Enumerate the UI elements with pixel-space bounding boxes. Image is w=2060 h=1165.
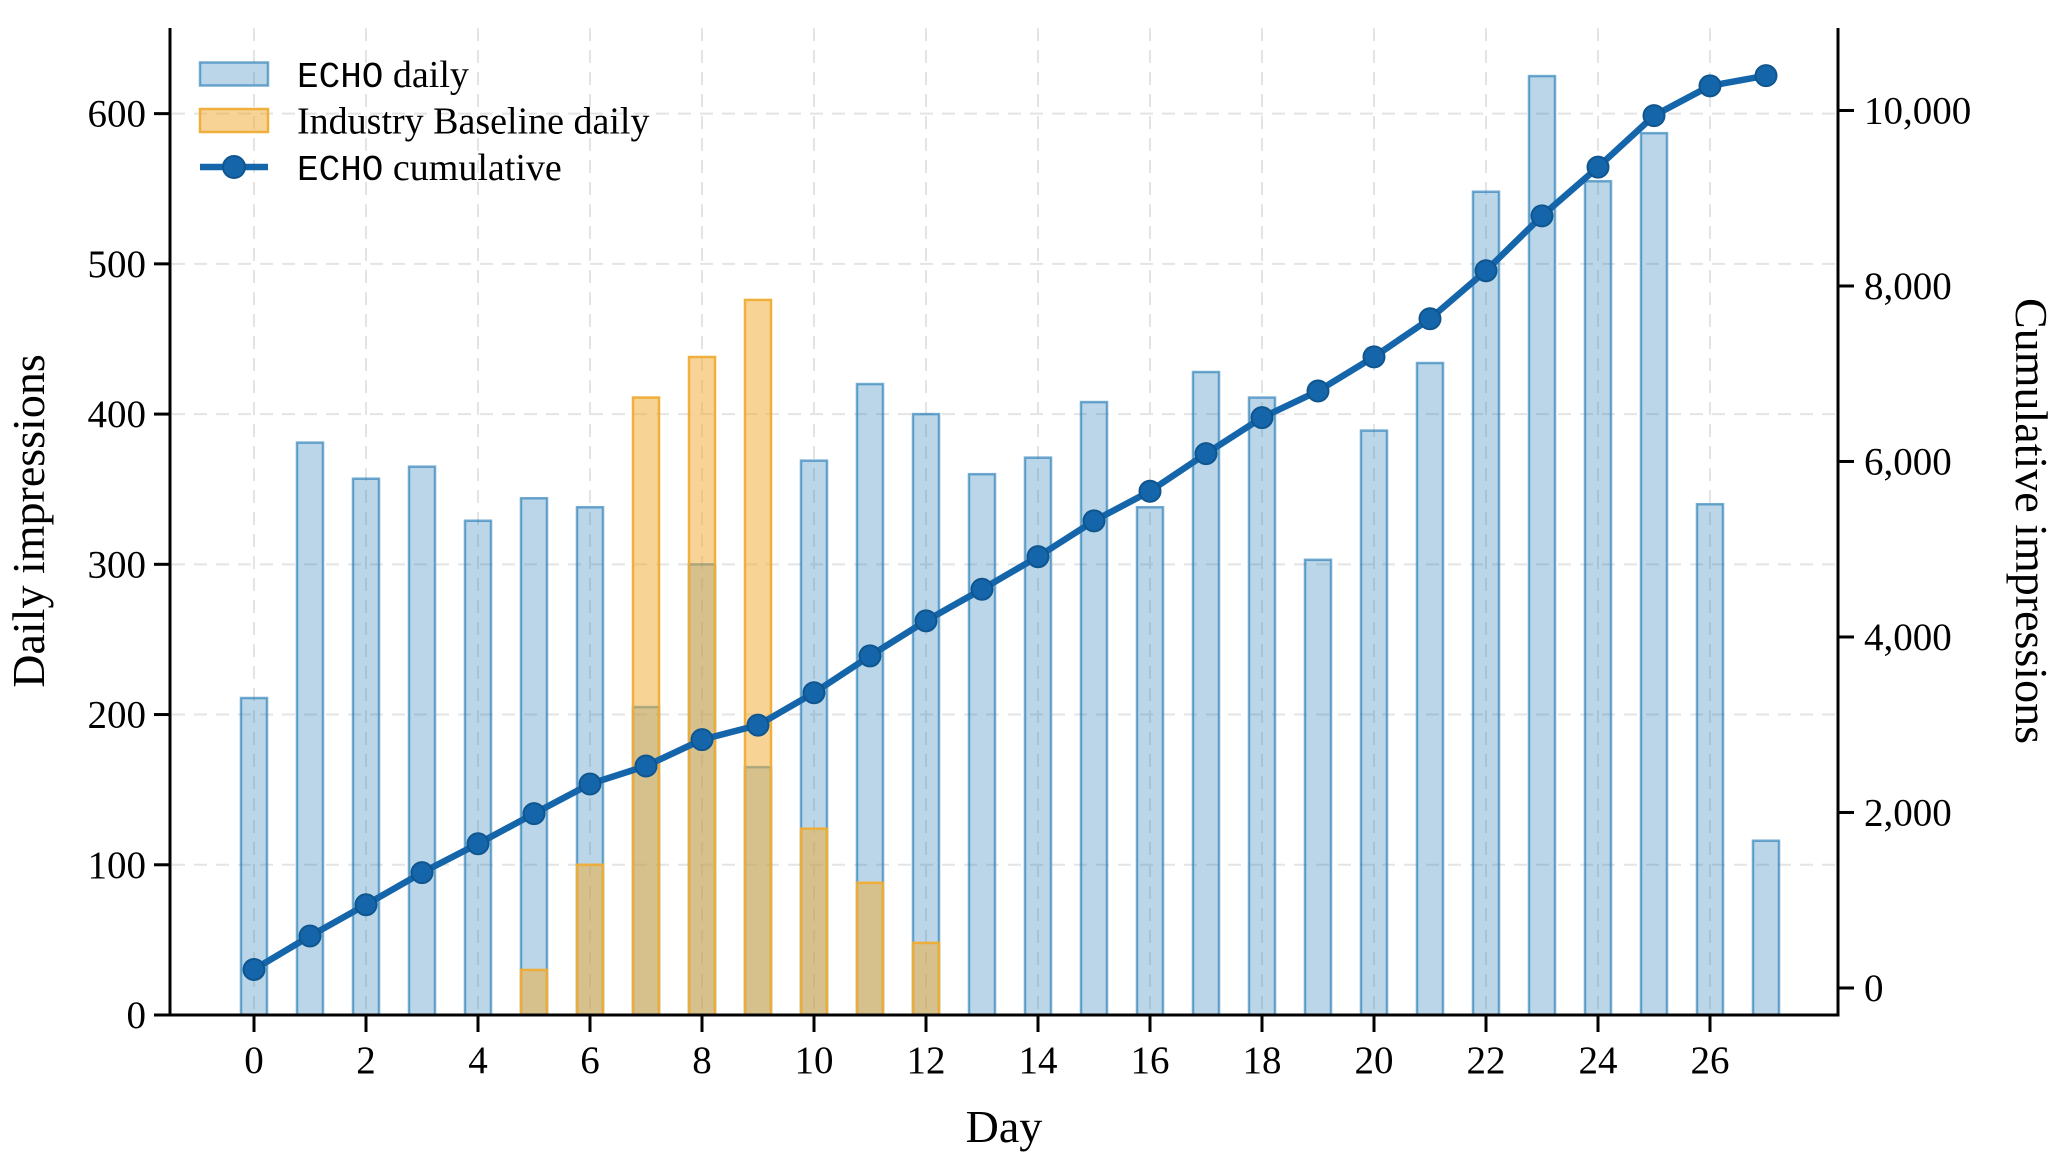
cumulative-point [1082,509,1106,533]
left-tick-label: 100 [88,844,147,887]
legend-label: ECHO daily [297,54,469,98]
left-tick-label: 300 [88,543,147,586]
echo-daily-bar [967,472,997,1017]
echo-daily-bar [1751,839,1781,1017]
left-tick-label: 600 [88,93,147,136]
baseline-daily-bar [687,355,717,1017]
cumulative-point [1138,479,1162,503]
baseline-daily-bar [855,881,885,1017]
echo-daily-bar [1471,190,1501,1017]
echo-daily-bar [1583,179,1613,1017]
right-tick-label: 2,000 [1864,791,1952,834]
cumulative-point [242,957,266,981]
echo-daily-bar [1639,131,1669,1017]
cumulative-point [1418,307,1442,331]
right-tick-label: 4,000 [1864,616,1952,659]
echo-daily-bar [1695,502,1725,1017]
left-tick-label: 0 [127,994,147,1037]
legend-marker-cumulative [222,155,246,179]
x-tick-label: 18 [1243,1039,1282,1082]
cumulative-point [410,861,434,885]
right-tick-label: 0 [1864,967,1884,1010]
cumulative-point [1474,259,1498,283]
echo-daily-bar [1135,505,1165,1017]
baseline-daily-bar [743,298,773,1017]
cumulative-point [1530,204,1554,228]
echo-daily-bar [463,519,493,1017]
cumulative-point [1698,74,1722,98]
echo-daily-bar [351,477,381,1017]
right-tick-label: 6,000 [1864,440,1952,483]
cumulative-point [1362,345,1386,369]
cumulative-point [1250,406,1274,430]
echo-daily-bar [1415,361,1445,1017]
left-tick-label: 200 [88,694,147,737]
cumulative-point [858,644,882,668]
echo-daily-bar [1527,74,1557,1017]
cumulative-point [298,924,322,948]
legend-label: ECHO cumulative [297,147,562,191]
legend-label: Industry Baseline daily [297,101,649,143]
cumulative-point [970,577,994,601]
cumulative-line [250,72,1770,973]
x-tick-label: 22 [1467,1039,1506,1082]
cumulative-point [1754,64,1778,88]
right-tick-label: 8,000 [1864,265,1952,308]
line-layer [242,64,1778,981]
x-tick-label: 20 [1355,1039,1394,1082]
baseline-daily-bar [519,968,549,1017]
echo-daily-bar [1359,429,1389,1017]
echo-daily-bar [1247,396,1277,1017]
x-tick-label: 8 [692,1039,712,1082]
left-tick-label: 400 [88,393,147,436]
x-tick-label: 26 [1691,1039,1730,1082]
x-tick-label: 16 [1131,1039,1170,1082]
x-tick-label: 24 [1579,1039,1618,1082]
x-tick-label: 2 [356,1039,376,1082]
echo-daily-bar [1191,370,1221,1017]
x-tick-label: 12 [907,1039,946,1082]
x-tick-label: 10 [795,1039,834,1082]
right-tick-label: 10,000 [1864,89,1971,132]
baseline-daily-bar [575,863,605,1017]
echo-daily-bar [1079,400,1109,1017]
left-axis-title: Daily impressions [3,354,54,687]
legend-swatch-baseline-daily [198,107,270,134]
cumulative-point [1026,545,1050,569]
baseline-daily-bar [631,396,661,1017]
echo-daily-bar [407,465,437,1017]
axes-layer: 010020030040050060002,0004,0006,0008,000… [88,28,1971,1082]
echo-daily-bar [911,412,941,1017]
x-tick-label: 0 [244,1039,264,1082]
echo-daily-bar [1023,456,1053,1017]
cumulative-point [746,713,770,737]
cumulative-point [690,728,714,752]
echo-daily-bar [1303,558,1333,1017]
cumulative-point [802,681,826,705]
cumulative-point [578,772,602,796]
x-axis-title: Day [966,1101,1043,1152]
left-tick-label: 500 [88,243,147,286]
x-tick-label: 4 [468,1039,488,1082]
baseline-daily-bar [911,941,941,1017]
cumulative-point [1642,104,1666,128]
x-tick-label: 6 [580,1039,600,1082]
cumulative-point [634,754,658,778]
legend-swatch-echo-daily [198,61,270,87]
right-axis-title: Cumulative impressions [2006,298,2057,744]
echo-daily-bar [519,496,549,1017]
x-tick-label: 14 [1019,1039,1058,1082]
cumulative-point [1586,155,1610,179]
cumulative-point [354,893,378,917]
baseline-daily-bar [799,827,829,1017]
cumulative-point [914,609,938,633]
cumulative-point [1194,442,1218,466]
cumulative-point [466,832,490,856]
cumulative-point [522,802,546,826]
cumulative-point [1306,379,1330,403]
bars-layer [239,74,1781,1017]
